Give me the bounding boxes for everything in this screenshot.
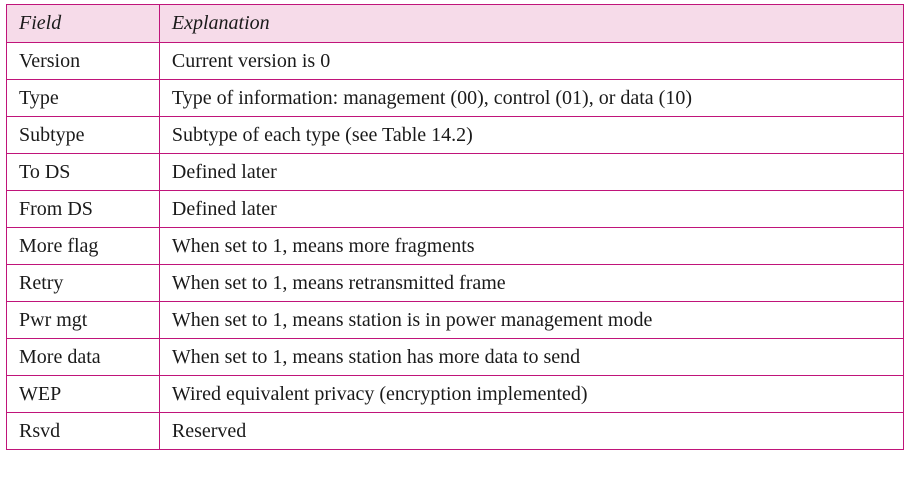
- field-cell: Pwr mgt: [6, 301, 160, 339]
- table-row: Retry When set to 1, means retransmitted…: [6, 264, 905, 302]
- explanation-cell: Wired equivalent privacy (encryption imp…: [158, 375, 905, 413]
- explanation-cell: Defined later: [158, 153, 905, 191]
- field-cell: Version: [6, 42, 160, 80]
- table-row: Rsvd Reserved: [6, 412, 905, 450]
- field-cell: From DS: [6, 190, 160, 228]
- table-row: Pwr mgt When set to 1, means station is …: [6, 301, 905, 339]
- explanation-cell: When set to 1, means station has more da…: [158, 338, 905, 376]
- explanation-cell: Defined later: [158, 190, 905, 228]
- explanation-cell: Reserved: [158, 412, 905, 450]
- header-row: Field Explanation: [6, 4, 905, 43]
- table-row: From DS Defined later: [6, 190, 905, 228]
- table-row: More data When set to 1, means station h…: [6, 338, 905, 376]
- field-cell: More flag: [6, 227, 160, 265]
- field-explanation-table: Field Explanation Version Current versio…: [6, 4, 905, 450]
- field-cell: Rsvd: [6, 412, 160, 450]
- table-row: WEP Wired equivalent privacy (encryption…: [6, 375, 905, 413]
- explanation-cell: When set to 1, means retransmitted frame: [158, 264, 905, 302]
- field-cell: WEP: [6, 375, 160, 413]
- header-field: Field: [6, 4, 160, 43]
- header-explanation: Explanation: [158, 4, 905, 43]
- table-header: Field Explanation: [6, 4, 905, 43]
- explanation-cell: When set to 1, means station is in power…: [158, 301, 905, 339]
- field-cell: Subtype: [6, 116, 160, 154]
- explanation-cell: Current version is 0: [158, 42, 905, 80]
- field-cell: Type: [6, 79, 160, 117]
- table-row: To DS Defined later: [6, 153, 905, 191]
- field-cell: More data: [6, 338, 160, 376]
- explanation-cell: When set to 1, means more fragments: [158, 227, 905, 265]
- field-cell: Retry: [6, 264, 160, 302]
- field-cell: To DS: [6, 153, 160, 191]
- table-row: Version Current version is 0: [6, 42, 905, 80]
- explanation-cell: Subtype of each type (see Table 14.2): [158, 116, 905, 154]
- explanation-cell: Type of information: management (00), co…: [158, 79, 905, 117]
- table-row: Subtype Subtype of each type (see Table …: [6, 116, 905, 154]
- table-row: Type Type of information: management (00…: [6, 79, 905, 117]
- table-body: Version Current version is 0 Type Type o…: [6, 42, 905, 450]
- table-row: More flag When set to 1, means more frag…: [6, 227, 905, 265]
